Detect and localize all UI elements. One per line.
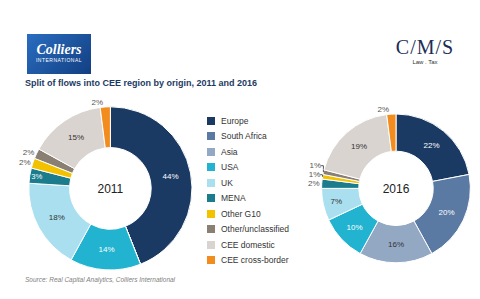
svg-text:2%: 2%: [91, 98, 103, 107]
svg-text:3%: 3%: [31, 172, 42, 181]
html-text:CEE cross-border: CEE cross-border: [221, 255, 289, 266]
svg-text:2016: 2016: [383, 182, 410, 196]
svg-text:44%: 44%: [163, 172, 179, 181]
html-text:Law . Tax: Law . Tax: [412, 59, 438, 65]
svg-text:14%: 14%: [99, 245, 115, 254]
html-text:USA: USA: [221, 162, 239, 173]
svg-text:2%: 2%: [308, 179, 320, 188]
html-text:MENA: MENA: [221, 193, 246, 204]
svg-text:2%: 2%: [23, 148, 35, 157]
svg-text:18%: 18%: [49, 213, 65, 222]
svg-text:2%: 2%: [19, 158, 31, 167]
html-text:Colliers: Colliers: [36, 42, 82, 57]
html-text:Split of flows into CEE region: Split of flows into CEE region by origin…: [25, 78, 257, 88]
svg-text:15%: 15%: [68, 133, 84, 142]
svg-text:20%: 20%: [438, 208, 454, 217]
svg-text:22%: 22%: [424, 141, 440, 150]
html-text:Other G10: Other G10: [221, 208, 261, 219]
html-text:Asia: Asia: [221, 146, 238, 157]
svg-text:1%: 1%: [310, 161, 322, 170]
html-text:Source: Real Capital Analytics: Source: Real Capital Analytics, Colliers…: [25, 276, 176, 283]
html-text:South Africa: South Africa: [221, 131, 267, 142]
svg-text:10%: 10%: [347, 223, 363, 232]
svg-text:1%: 1%: [309, 170, 321, 179]
html-text:CEE domestic: CEE domestic: [221, 239, 275, 250]
svg-text:16%: 16%: [388, 240, 404, 249]
html-text:C/M/S: C/M/S: [395, 36, 455, 58]
html-text:UK: UK: [221, 177, 233, 188]
html-text:Europe: Europe: [221, 115, 249, 126]
svg-text:7%: 7%: [331, 197, 343, 206]
svg-text:19%: 19%: [351, 142, 367, 151]
svg-text:2011: 2011: [97, 182, 123, 196]
svg-text:2%: 2%: [378, 105, 390, 114]
html-text:Other/unclassified: Other/unclassified: [221, 224, 289, 235]
html-text:INTERNATIONAL: INTERNATIONAL: [35, 57, 83, 63]
